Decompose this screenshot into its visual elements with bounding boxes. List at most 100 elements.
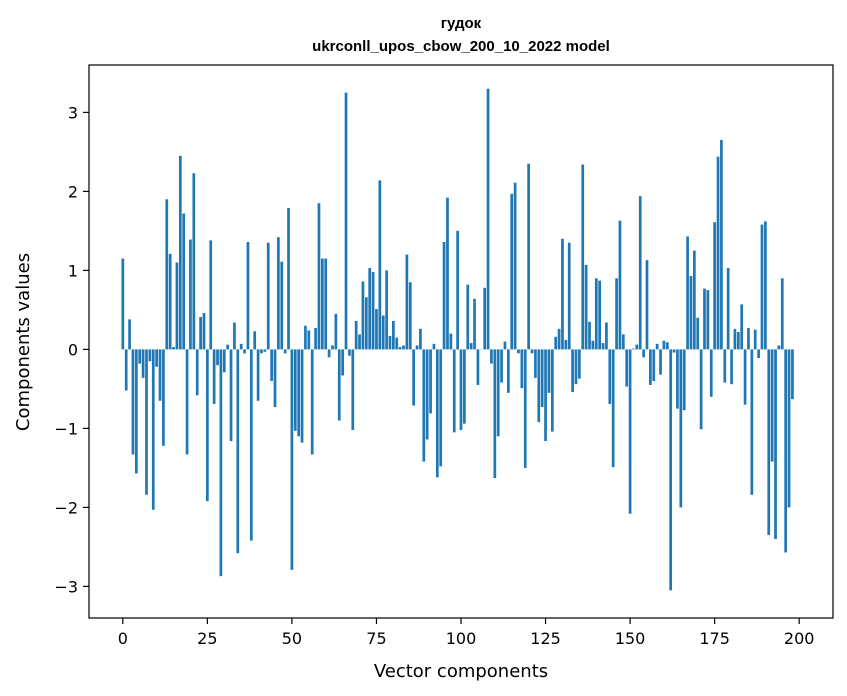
bar	[145, 349, 148, 495]
chart-title: гудок	[441, 15, 482, 32]
bar	[520, 349, 524, 389]
bar	[256, 349, 260, 401]
bar	[706, 290, 710, 350]
y-tick-label: −1	[54, 419, 78, 438]
bar	[334, 313, 338, 350]
bar	[523, 349, 527, 468]
bar	[692, 250, 696, 350]
bar	[439, 349, 443, 467]
bar	[212, 349, 216, 404]
bar	[320, 258, 324, 350]
bar	[503, 341, 507, 350]
x-tick-label: 25	[197, 629, 217, 648]
bar	[236, 349, 240, 554]
bars-group	[121, 88, 794, 591]
bar	[378, 180, 382, 350]
bar	[736, 332, 740, 350]
bar	[395, 337, 399, 350]
bar	[358, 334, 361, 350]
chart-subtitle: ukrconll_upos_cbow_200_10_2022 model	[312, 38, 610, 55]
bar	[459, 349, 463, 430]
bar	[591, 340, 595, 350]
bar	[260, 349, 263, 354]
bar	[128, 319, 131, 350]
bar	[584, 264, 588, 350]
bar	[185, 349, 189, 455]
bar	[463, 349, 466, 424]
bar	[493, 349, 497, 479]
bar	[709, 349, 713, 397]
bar	[162, 349, 165, 446]
bar	[564, 339, 568, 350]
bar	[649, 349, 652, 385]
bar	[300, 349, 304, 443]
x-tick-label: 200	[784, 629, 815, 648]
bar	[618, 220, 622, 350]
bar	[310, 349, 314, 455]
bar	[449, 333, 453, 350]
bar	[172, 347, 175, 350]
bar	[628, 349, 632, 514]
bar	[632, 348, 635, 350]
bar	[777, 345, 781, 350]
bar	[402, 345, 405, 350]
bar	[381, 315, 385, 350]
bar	[635, 344, 639, 350]
bar	[679, 349, 683, 508]
bar	[530, 349, 534, 354]
bar	[165, 199, 169, 350]
bar	[696, 317, 700, 350]
bar	[561, 238, 564, 350]
bar	[571, 349, 574, 393]
bar	[408, 282, 412, 350]
bar	[314, 328, 317, 350]
bar	[611, 349, 615, 468]
bar	[601, 343, 605, 350]
bar	[216, 349, 219, 366]
bar	[486, 88, 490, 350]
bar	[615, 278, 618, 350]
bar	[476, 349, 480, 385]
x-axis-label: Vector components	[374, 661, 548, 682]
bar	[388, 335, 392, 350]
bar	[155, 349, 158, 367]
bar	[297, 349, 301, 437]
bar	[638, 196, 642, 350]
bar	[354, 320, 358, 350]
bar	[726, 268, 730, 350]
bar	[344, 92, 348, 350]
bar	[557, 328, 561, 350]
bar	[405, 254, 409, 350]
bar	[337, 349, 341, 421]
bar	[743, 349, 747, 405]
bar	[669, 349, 673, 591]
bar	[720, 140, 723, 350]
bar	[361, 281, 365, 350]
bar	[767, 349, 771, 536]
bar	[270, 349, 273, 381]
bar	[662, 340, 666, 350]
bar	[425, 349, 429, 440]
bar	[574, 349, 578, 385]
bar	[699, 349, 703, 430]
bar	[652, 349, 656, 381]
x-tick-label: 150	[615, 629, 646, 648]
bar	[432, 343, 436, 350]
bar	[229, 349, 233, 442]
bar	[317, 203, 321, 350]
bar	[151, 349, 155, 510]
y-tick-label: 3	[68, 103, 78, 122]
y-axis-ticks: −3 −2 −1 0 1 2 3	[54, 103, 89, 596]
bar	[780, 278, 784, 350]
bar	[277, 237, 280, 350]
bar	[452, 349, 456, 433]
bar	[266, 242, 270, 350]
bar	[246, 241, 250, 350]
bar	[398, 347, 402, 350]
bar	[676, 349, 679, 409]
bar	[625, 349, 629, 387]
x-axis-ticks: 0 25 50 75 100 125 150 175 200	[118, 618, 815, 648]
bar	[429, 349, 432, 414]
bar	[473, 298, 476, 350]
bar	[740, 304, 744, 350]
